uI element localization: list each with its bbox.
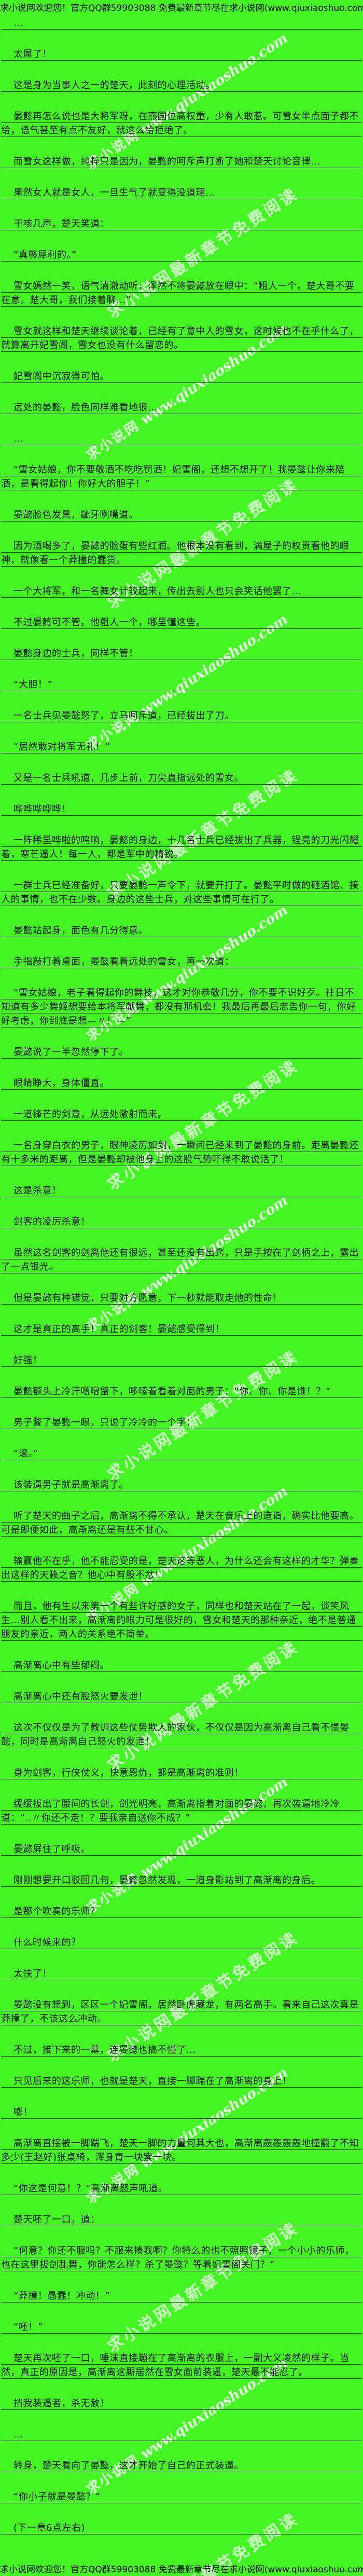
paragraph: 果然女人就是女人，一旦生气了就变得没道理... xyxy=(1,186,362,200)
paragraph: ... xyxy=(1,2428,362,2442)
paragraph: “滚。” xyxy=(1,1447,362,1461)
paragraph: 干咳几声，楚天笑道： xyxy=(1,217,362,231)
paragraph: 楚天再次呸了一口，唾沫直接蹦在了高渐离的衣服上，一副大义凌然的样子。当然，真正的… xyxy=(1,2351,362,2379)
paragraph: ... xyxy=(1,432,362,446)
paragraph: “呸！” xyxy=(1,2320,362,2334)
paragraph: “大胆！” xyxy=(1,678,362,692)
paragraph: 听了楚天的曲子之后，高渐离不得不承认，楚天在音乐上的造诣，确实比他要高。可是即便… xyxy=(1,1509,362,1537)
paragraph: 晏懿站起身，面色有几分得意。 xyxy=(1,924,362,938)
paragraph: 该装逼男子就是高渐离了。 xyxy=(1,1478,362,1492)
paragraph: 晏懿再怎么说也是大将军呀，在燕国位高权重，少有人敢惹。可雪女半点面子都不给，语气… xyxy=(1,109,362,138)
paragraph: 不过晏懿可不管。他粗人一个，哪里懂这些。 xyxy=(1,615,362,629)
paragraph: 这是身为当事人之一的楚天，此刻的心理活动。 xyxy=(1,78,362,92)
paragraph: 虽然这名剑客的剑离他还有很远，甚至还没有出窍，只是手按在了剑柄之上，露出了一点银… xyxy=(1,1246,362,1274)
paragraph: “莽撞！愚蠢！冲动！” xyxy=(1,2289,362,2303)
paragraph: 是那个吹奏的乐师？ xyxy=(1,1904,362,1919)
paragraph: 但是晏懿有种错觉，只要对方愿意，下一秒就能取走他的性命！ xyxy=(1,1291,362,1305)
paragraph: 一名士兵见晏懿怒了，立马呵斥道，已经拔出了刀。 xyxy=(1,709,362,723)
paragraph: 嘭！ xyxy=(1,2105,362,2119)
paragraph: 因为酒喝多了，晏懿的脸蛋有些红润。他根本没有看到，满屋子的权贵看他的眼神，就像看… xyxy=(1,539,362,567)
paragraph: 这才是真正的高手！真正的剑客！晏懿感受得到！ xyxy=(1,1322,362,1336)
paragraph: 高渐离心中有些郁闷。 xyxy=(1,1659,362,1673)
paragraph: 剑客的凌厉杀意！ xyxy=(1,1215,362,1229)
paragraph: 妃雪阁中沉寂得可怕。 xyxy=(1,369,362,383)
paragraph: 转身，楚天看向了晏懿，这才开始了自己的正式装逼。 xyxy=(1,2459,362,2473)
paragraph: 雪女就这样和楚天继续谈论着，已经有了意中人的雪女，这时候也不在乎什么了，就算离开… xyxy=(1,324,362,352)
paragraph: 楚天呸了一口，道： xyxy=(1,2213,362,2227)
paragraph: 晏懿脸色发黑，龇牙咧嘴道。 xyxy=(1,508,362,522)
paragraph: 太快了！ xyxy=(1,1967,362,1981)
paragraph: 晏懿屏住了呼吸。 xyxy=(1,1842,362,1856)
paragraph: (下一章6点左右) xyxy=(1,2521,362,2535)
paragraph: 一群士兵已经准备好，只要晏懿一声令下，就要开打了。晏懿平时做的砸酒馆、揍人的事情… xyxy=(1,879,362,907)
paragraph: 不过，接下来的一幕，连晏懿也搞不懂了... xyxy=(1,2043,362,2057)
paragraph: “你这是何意！？”高渐离怒声吼道。 xyxy=(1,2182,362,2196)
paragraph: 刚刚想要开口驳回几句，晏懿忽然发现，一道身影站到了高渐离的身后。 xyxy=(1,1873,362,1887)
site-header-banner: 求小说网欢迎您！官方QQ群59903088 免费最新章节尽在求小说网(www.q… xyxy=(0,3,363,13)
paragraph: 而雪女这样做，纯粹只是因为，晏懿的呵斥声打断了她和楚天讨论音律... xyxy=(1,155,362,169)
paragraph: 晏懿额头上冷汗噌噌留下，哆嗦着看着对面的男子：“你、你、你是谁！？” xyxy=(1,1385,362,1399)
paragraph: 高渐离心中还有股怒火要发泄！ xyxy=(1,1690,362,1704)
paragraph: 晏懿身边的士兵，同样不管！ xyxy=(1,647,362,661)
paragraph: ... xyxy=(1,16,362,30)
paragraph: 一名身穿白衣的男子，眼神凌厉如剑，一瞬间已经来到了晏懿的身前。距离晏懿还有十多米… xyxy=(1,1139,362,1167)
paragraph: 太屌了！ xyxy=(1,47,362,61)
paragraph: 只见后来的这乐师，也就是楚天，直接一脚踹在了高渐离的身上！ xyxy=(1,2074,362,2088)
paragraph: 而且，他有生以来第一个有些许好感的女子，同样也和楚天站在了一起，谈笑风生...别… xyxy=(1,1599,362,1641)
paragraph: 又是一名士兵吼道，几步上前，刀尖直指远处的雪女。 xyxy=(1,771,362,785)
site-footer-banner: 求小说网欢迎您！官方QQ群59903088 免费最新章节尽在求小说网(www.q… xyxy=(0,2565,363,2575)
paragraph: 这是杀意！ xyxy=(1,1184,362,1198)
paragraph: “真够犀利的。” xyxy=(1,248,362,262)
paragraph: 一个大将军，和一名舞女计较起来，传出去别人也只会笑话他罢了... xyxy=(1,584,362,598)
paragraph: 远处的晏懿，脸色同样难看地很... xyxy=(1,401,362,415)
paragraph: 高渐离直接被一脚踹飞，楚天一脚的力量何其大也，高渐离轰轰轰轰地撞翻了不知多少(王… xyxy=(1,2136,362,2164)
paragraph: 缓缓拔出了腰间的长剑，剑光明亮，高渐离指着对面的晏懿，再次装逼地冷冷道：“‥〃你… xyxy=(1,1797,362,1825)
paragraph: 手指敲打着桌面，晏懿看着远处的雪女，再一次道： xyxy=(1,955,362,969)
paragraph: 晏懿说了一半忽然停下了。 xyxy=(1,1045,362,1059)
chapter-content: ... 太屌了！ 这是身为当事人之一的楚天，此刻的心理活动。晏懿再怎么说也是大将军呀… xyxy=(0,16,363,2535)
paragraph: 什么时候来的？ xyxy=(1,1936,362,1950)
paragraph: “雪女姑娘，老子看得起你的舞技，这才对你恭敬几分，你不要不识好歹。往日不知道有多… xyxy=(1,986,362,1028)
paragraph: 好强！ xyxy=(1,1353,362,1367)
paragraph: 挡我装逼者，杀无赦！ xyxy=(1,2396,362,2410)
paragraph: 一阵稀里哗啦的鸣响，晏懿的身边，十几名士兵已经拔出了兵器，锃亮的刀光闪耀着，寒芒… xyxy=(1,833,362,861)
paragraph: “居然敢对将军无礼！” xyxy=(1,740,362,754)
paragraph: 晏懿没有想到，区区一个妃雪阁，居然卧虎藏龙，有两名高手。看来自己这次真是莽撞了，… xyxy=(1,1998,362,2026)
paragraph: “雪女姑娘，你不要敬酒不吃吃罚酒！妃雪阁，还想不想开了！我晏懿让你来陪酒，是看得… xyxy=(1,463,362,491)
paragraph: 身为剑客，行侠仗义，快意恩仇，都是高渐离的准则！ xyxy=(1,1766,362,1780)
paragraph: “何意？你还不服吗？不服来揍我啊？你特么的也不照照镜子，一个小小的乐师，也在这里… xyxy=(1,2244,362,2272)
paragraph: 这次不仅仅是为了教训这些仗势欺人的家伙，不仅仅是因为高渐离自己看不惯晏懿，同时是… xyxy=(1,1721,362,1749)
paragraph: 雪女嫣然一笑，语气清澈动听，浑然不将晏懿放在眼中：“粗人一个，楚大哥不要在意。楚… xyxy=(1,279,362,307)
paragraph: 眼睛睁大，身体僵直。 xyxy=(1,1076,362,1090)
paragraph: “你小子就是晏懿？” xyxy=(1,2490,362,2504)
paragraph: 哗哗哗哗哗！ xyxy=(1,802,362,816)
paragraph: 男子瞥了晏懿一眼，只说了冷冷的一个字： xyxy=(1,1416,362,1430)
paragraph: 输赢他不在乎，他不能忍受的是，楚天这等恶人，为什么还会有这样的才华？弹奏出这样的… xyxy=(1,1554,362,1582)
paragraph: 一道锋芒的剑意，从远处激射而来。 xyxy=(1,1107,362,1121)
